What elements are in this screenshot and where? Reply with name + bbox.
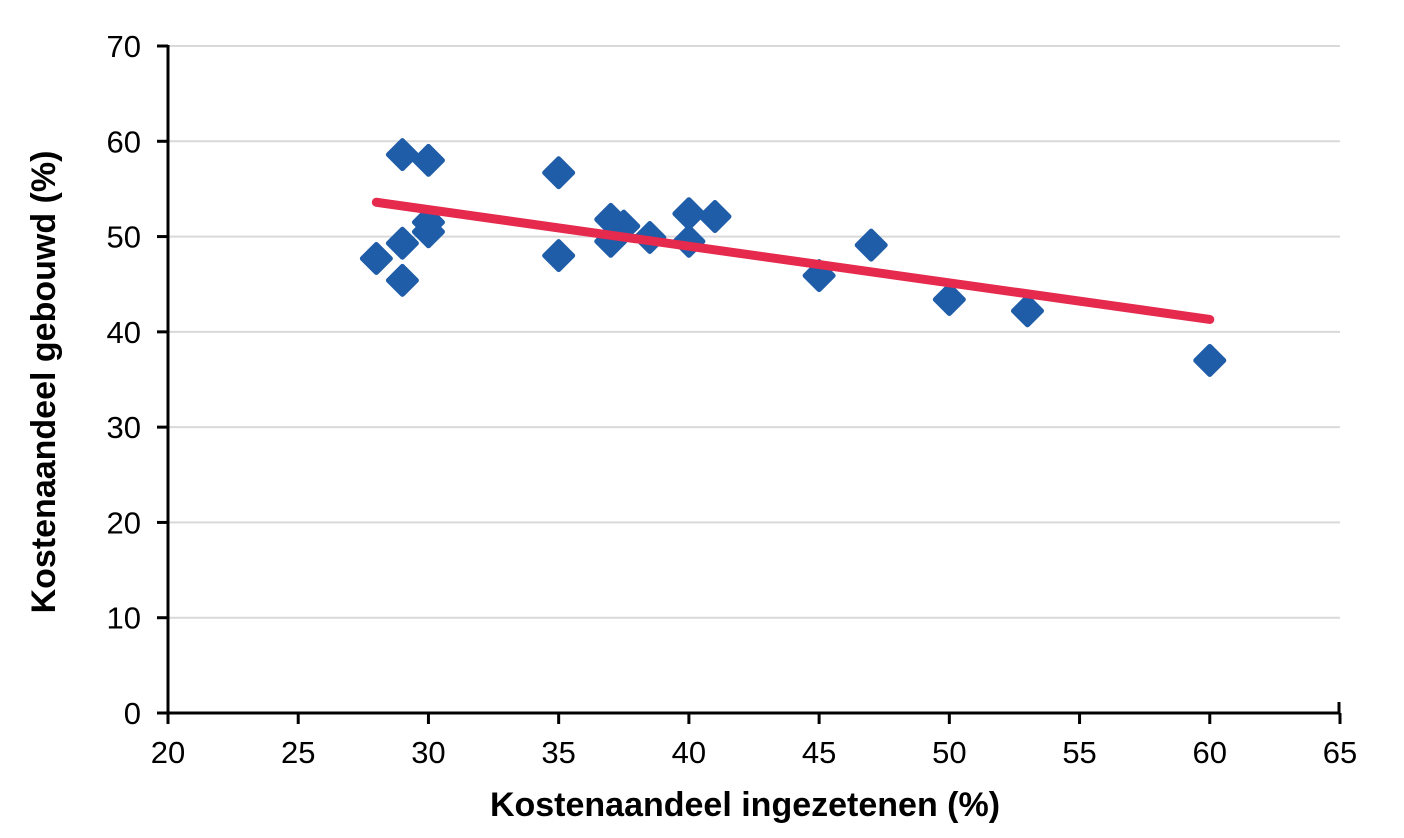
x-tick-label: 60 [1193, 735, 1227, 770]
data-point-marker [1010, 294, 1044, 328]
trend-line [371, 197, 1215, 324]
data-point-marker [542, 239, 576, 273]
y-axis-title: Kostenaandeel gebouwd (%) [25, 151, 63, 614]
data-point-marker [672, 197, 706, 231]
data-point-marker [359, 241, 393, 275]
y-tick-label: 0 [124, 696, 141, 731]
chart-layers: 0 10 20 30 40 50 60 70 20 25 30 35 40 45 50 55 60 65 [107, 29, 1358, 770]
y-tick-label: 10 [107, 601, 141, 636]
x-tick-label: 20 [151, 735, 185, 770]
x-axis-title: Kostenaandeel ingezetenen (%) [490, 786, 1000, 824]
x-tick-label: 35 [541, 735, 575, 770]
x-tick-label: 40 [672, 735, 706, 770]
data-point-marker [698, 200, 732, 234]
y-tick-label: 50 [107, 220, 141, 255]
x-tick-label: 65 [1323, 735, 1357, 770]
x-tick-label: 25 [281, 735, 315, 770]
data-point-marker [932, 282, 966, 316]
x-tick-label: 55 [1062, 735, 1096, 770]
data-point-marker [1193, 343, 1227, 377]
data-point-marker [411, 215, 445, 249]
data-point-marker [385, 226, 419, 260]
data-point-marker [385, 138, 419, 172]
data-point-marker [542, 156, 576, 190]
data-point-marker [854, 228, 888, 262]
x-tick-label: 45 [802, 735, 836, 770]
y-tick-label: 30 [107, 410, 141, 445]
y-tick-label: 70 [107, 29, 141, 64]
data-point-marker [672, 224, 706, 258]
x-tick-label: 30 [411, 735, 445, 770]
y-tick-label: 60 [107, 124, 141, 159]
x-tick-label: 50 [932, 735, 966, 770]
y-tick-label: 40 [107, 315, 141, 350]
y-tick-label: 20 [107, 505, 141, 540]
data-point-marker [411, 143, 445, 177]
data-point-marker [385, 263, 419, 297]
